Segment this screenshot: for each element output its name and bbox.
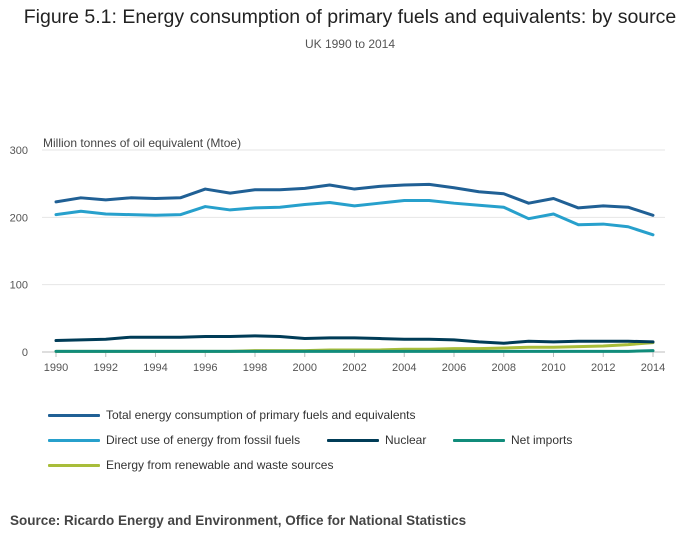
legend-item[interactable]: Total energy consumption of primary fuel… xyxy=(48,408,416,422)
x-tick-label: 1992 xyxy=(94,362,118,374)
x-tick-label: 2006 xyxy=(442,362,466,374)
x-tick-label: 2014 xyxy=(641,362,665,374)
legend-label: Nuclear xyxy=(385,433,427,447)
x-tick-label: 1990 xyxy=(44,362,68,374)
legend-item[interactable]: Nuclear xyxy=(327,433,426,447)
y-tick-label: 100 xyxy=(10,280,28,292)
x-tick-label: 1994 xyxy=(143,362,167,374)
legend-swatch xyxy=(453,438,505,442)
x-tick-label: 2000 xyxy=(293,362,317,374)
x-tick-label: 1998 xyxy=(243,362,267,374)
x-tick-label: 2008 xyxy=(492,362,516,374)
series-line-total-energy-consumption-of-primary-fuels-and-equivalents[interactable] xyxy=(54,182,655,217)
series-line-nuclear[interactable] xyxy=(54,334,655,345)
y-tick-label: 300 xyxy=(10,145,28,157)
legend-item[interactable]: Energy from renewable and waste sources xyxy=(48,458,333,472)
series-line-net-imports[interactable] xyxy=(54,349,655,353)
legend-swatch xyxy=(48,463,100,467)
chart-subtitle: UK 1990 to 2014 xyxy=(304,37,396,51)
x-tick-label: 2002 xyxy=(342,362,366,374)
y-tick-label: 0 xyxy=(22,347,28,359)
line-chart: 0 100 200 300 1990 1992 1994 1996 1998 2000 2002 20… xyxy=(10,145,666,374)
legend-label: Energy from renewable and waste sources xyxy=(106,458,334,472)
series-line-direct-use-of-energy-from-fossil-fuels[interactable] xyxy=(54,199,655,237)
legend-swatch xyxy=(48,438,100,442)
legend-swatch xyxy=(327,438,379,442)
x-tick-label: 1996 xyxy=(193,362,217,374)
chart-title: Figure 5.1: Energy consumption of primar… xyxy=(23,6,677,28)
legend-swatch xyxy=(48,413,100,417)
y-axis-label: Million tonnes of oil equivalent (Mtoe) xyxy=(43,136,242,150)
x-tick-label: 2004 xyxy=(392,362,416,374)
x-tick-label: 2010 xyxy=(541,362,565,374)
x-tick-label: 2012 xyxy=(591,362,615,374)
source-note: Source: Ricardo Energy and Environment, … xyxy=(10,513,467,528)
legend-label: Direct use of energy from fossil fuels xyxy=(106,433,301,447)
y-tick-label: 200 xyxy=(10,212,28,224)
legend-label: Net imports xyxy=(511,433,573,447)
legend-item[interactable]: Direct use of energy from fossil fuels xyxy=(48,433,300,447)
legend-item[interactable]: Net imports xyxy=(453,433,572,447)
legend-label: Total energy consumption of primary fuel… xyxy=(106,408,416,422)
